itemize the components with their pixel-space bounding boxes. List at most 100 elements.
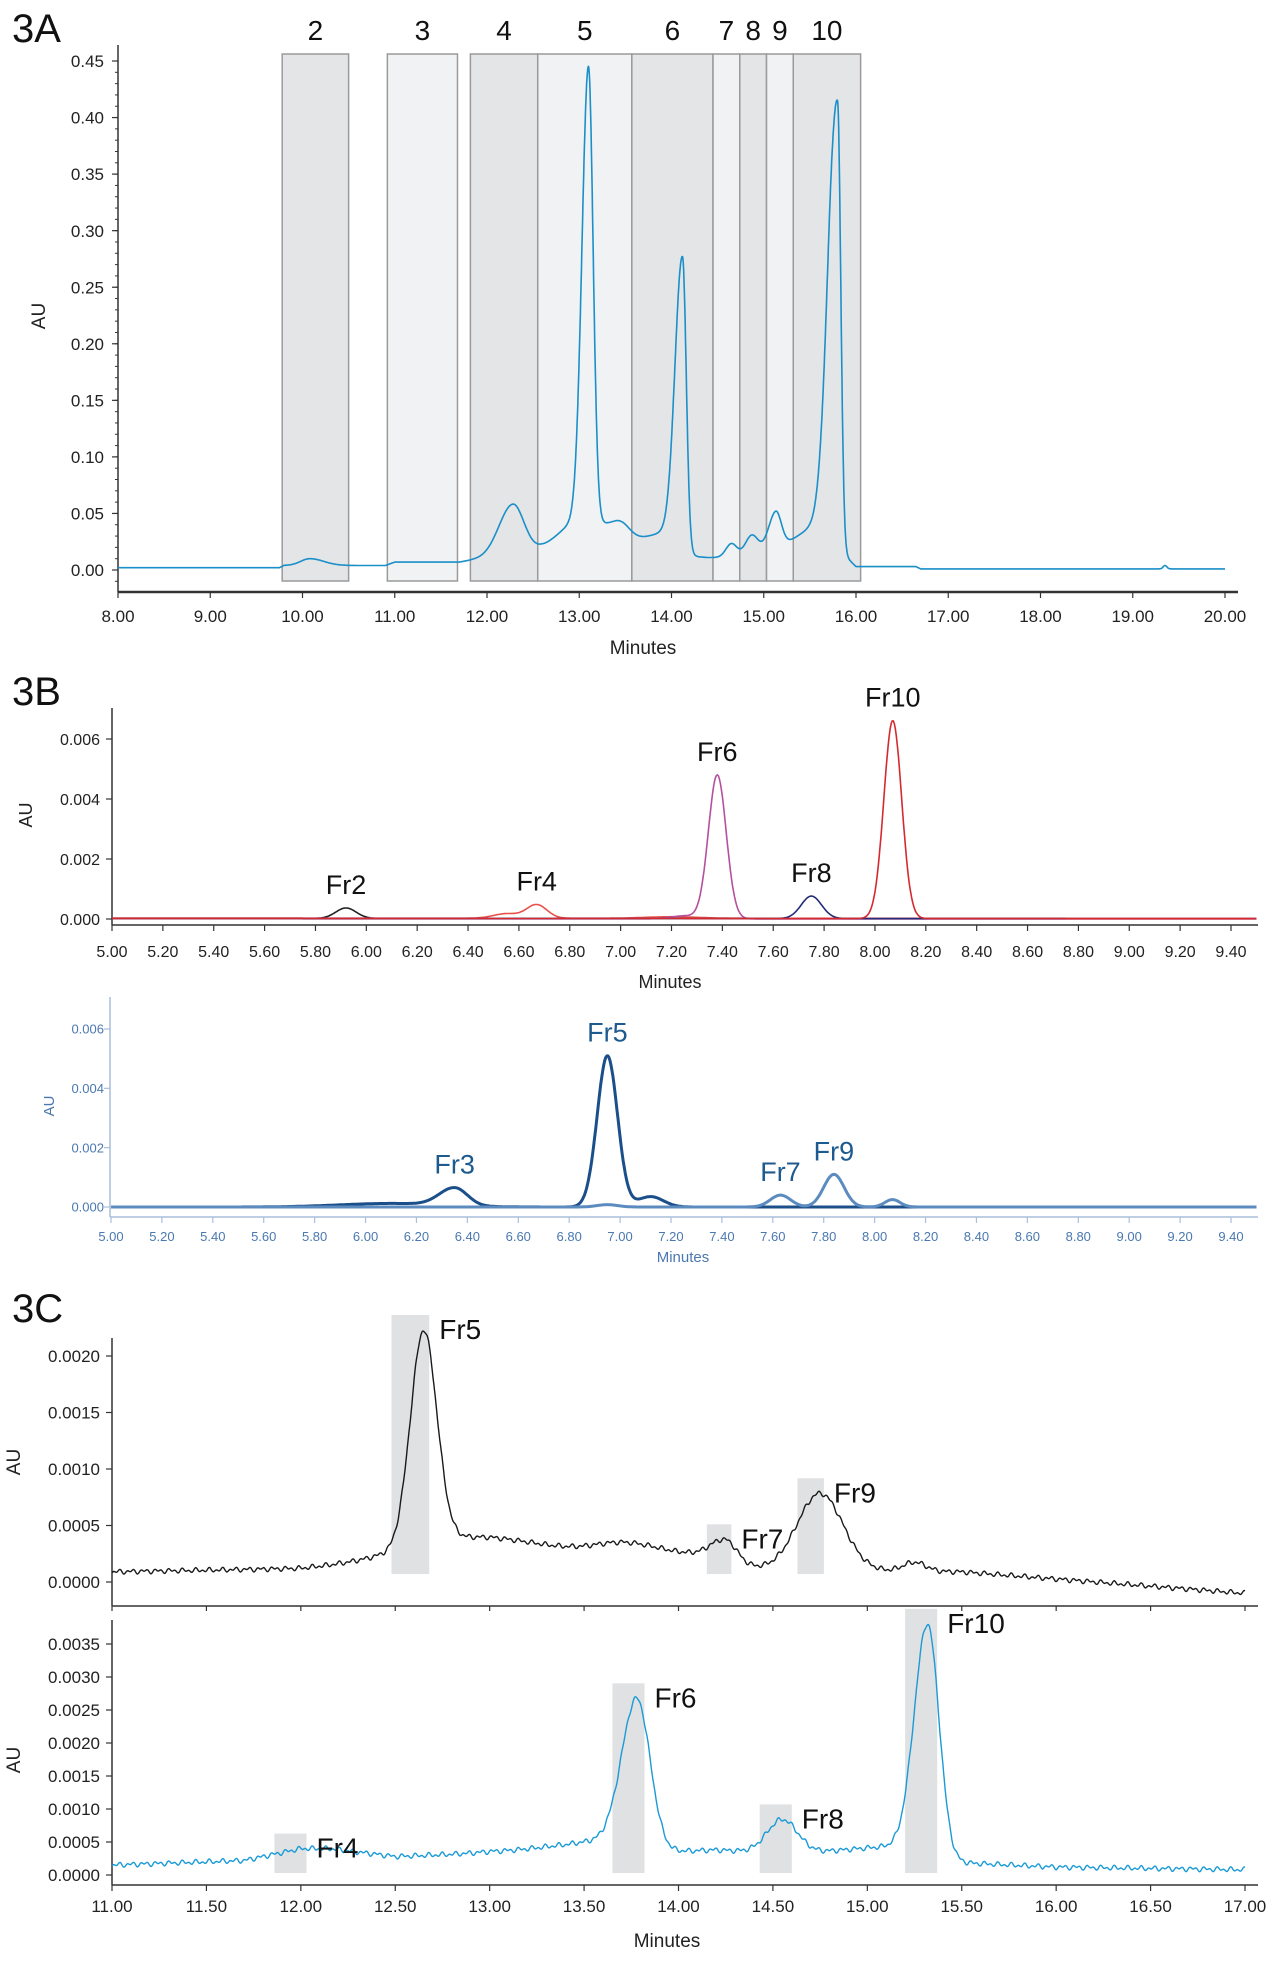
x-tick-label: 16.00 <box>835 607 878 626</box>
fraction-region <box>469 53 539 582</box>
x-tick-label: 7.20 <box>658 1229 683 1244</box>
peak-label: Fr3 <box>434 1150 475 1180</box>
x-tick-label: 17.00 <box>927 607 970 626</box>
x-tick-label: 13.00 <box>558 607 601 626</box>
x-tick-label: 6.80 <box>557 1229 582 1244</box>
x-axis-label: Minutes <box>634 1931 701 1952</box>
x-tick-label: 5.40 <box>200 1229 225 1244</box>
series-line <box>111 1623 1246 1873</box>
chart-panel: 0.0000 0.0005 0.0010 0.0015 0.0020 0.0025 0.00… <box>4 1608 1266 1952</box>
y-tick-label: 0.004 <box>71 1081 104 1096</box>
y-tick-label: 0.006 <box>71 1022 104 1037</box>
fraction-window <box>706 1524 732 1574</box>
x-tick-label: 17.00 <box>1224 1897 1267 1916</box>
panel-label: 3B <box>12 670 61 714</box>
x-tick-label: 6.20 <box>402 944 433 961</box>
y-tick-label: 0.0010 <box>48 1800 100 1819</box>
x-tick-label: 8.60 <box>1012 944 1043 961</box>
x-tick-label: 16.00 <box>1035 1897 1078 1916</box>
peak-label: Fr4 <box>316 1833 358 1864</box>
y-tick-label: 0.002 <box>60 852 100 869</box>
x-tick-label: 8.60 <box>1015 1229 1040 1244</box>
x-tick-label: 14.50 <box>752 1897 795 1916</box>
y-tick-label: 0.0010 <box>48 1460 100 1479</box>
x-tick-label: 8.80 <box>1066 1229 1091 1244</box>
x-tick-label: 7.40 <box>709 1229 734 1244</box>
peak-label: Fr10 <box>947 1608 1005 1639</box>
x-tick-label: 12.00 <box>466 607 509 626</box>
y-tick-label: 0.0000 <box>48 1866 100 1885</box>
y-tick-label: 0.25 <box>71 278 104 297</box>
series-line <box>112 774 1257 920</box>
x-tick-label: 14.00 <box>650 607 693 626</box>
fraction-window <box>391 1315 430 1574</box>
y-tick-label: 0.15 <box>71 391 104 410</box>
x-tick-label: 8.80 <box>1063 944 1094 961</box>
x-tick-label: 18.00 <box>1019 607 1062 626</box>
x-axis-label: Minutes <box>657 1249 710 1266</box>
x-tick-label: 11.00 <box>91 1897 132 1916</box>
series-line <box>117 65 1226 570</box>
x-tick-label: 5.20 <box>147 944 178 961</box>
peak-label: Fr5 <box>587 1018 628 1048</box>
chart-panel: 3C 0.0000 0.0005 0.0010 0.0015 0.0020 AU Fr5 Fr7… <box>4 1287 1258 1611</box>
y-axis-label: AU <box>4 1747 25 1773</box>
fraction-label: 6 <box>665 15 681 46</box>
x-tick-label: 8.40 <box>961 944 992 961</box>
peak-label: Fr8 <box>791 858 832 888</box>
peak-label: Fr7 <box>760 1157 801 1187</box>
y-tick-label: 0.0005 <box>48 1517 100 1536</box>
chart-panel: 3B 0.000 0.002 0.004 0.006 5.00 5.20 5.40 5.60 5.… <box>12 670 1258 992</box>
y-tick-label: 0.0020 <box>48 1734 100 1753</box>
x-tick-label: 6.60 <box>506 1229 531 1244</box>
x-tick-label: 13.50 <box>563 1897 606 1916</box>
y-tick-label: 0.20 <box>71 335 104 354</box>
x-tick-label: 12.50 <box>374 1897 417 1916</box>
peak-label: Fr6 <box>655 1682 697 1713</box>
x-tick-label: 11.00 <box>374 607 415 626</box>
peak-label: Fr10 <box>865 683 921 713</box>
x-tick-label: 20.00 <box>1204 607 1247 626</box>
x-tick-label: 8.20 <box>910 944 941 961</box>
series-line <box>110 1172 1257 1209</box>
x-tick-label: 6.00 <box>351 944 382 961</box>
x-tick-label: 15.00 <box>742 607 785 626</box>
x-tick-label: 5.40 <box>198 944 229 961</box>
fraction-region <box>739 53 768 582</box>
x-tick-label: 9.40 <box>1215 944 1246 961</box>
panel-label: 3C <box>12 1287 63 1331</box>
peak-label: Fr4 <box>516 866 557 896</box>
x-tick-label: 9.00 <box>194 607 227 626</box>
fraction-region <box>386 53 459 582</box>
x-tick-label: 5.20 <box>149 1229 174 1244</box>
x-tick-label: 9.00 <box>1114 944 1145 961</box>
x-tick-label: 15.50 <box>940 1897 983 1916</box>
fraction-window <box>905 1608 938 1873</box>
y-tick-label: 0.0015 <box>48 1404 100 1423</box>
x-tick-label: 5.60 <box>249 944 280 961</box>
x-tick-label: 7.20 <box>656 944 687 961</box>
x-tick-label: 8.40 <box>964 1229 989 1244</box>
y-axis-label: AU <box>41 1096 58 1117</box>
fraction-label: 10 <box>811 15 842 46</box>
y-tick-label: 0.0020 <box>48 1347 100 1366</box>
x-tick-label: 5.00 <box>98 1229 123 1244</box>
y-tick-label: 0.004 <box>60 792 100 809</box>
x-tick-label: 6.20 <box>404 1229 429 1244</box>
fraction-window <box>797 1478 824 1574</box>
y-axis-label: AU <box>29 303 50 329</box>
y-tick-label: 0.10 <box>71 448 104 467</box>
peak-label: Fr2 <box>326 870 367 900</box>
fraction-label: 5 <box>577 15 593 46</box>
fraction-region <box>765 53 795 582</box>
y-tick-label: 0.0035 <box>48 1635 100 1654</box>
peak-label: Fr5 <box>439 1314 481 1345</box>
x-tick-label: 5.80 <box>302 1229 327 1244</box>
chart-panel: 0.000 0.002 0.004 0.006 5.00 5.20 5.40 5.60 5.80… <box>41 997 1258 1266</box>
y-axis-label: AU <box>16 802 36 827</box>
x-tick-label: 9.20 <box>1165 944 1196 961</box>
x-tick-label: 7.60 <box>758 944 789 961</box>
y-tick-label: 0.0005 <box>48 1833 100 1852</box>
x-tick-label: 8.00 <box>862 1229 887 1244</box>
